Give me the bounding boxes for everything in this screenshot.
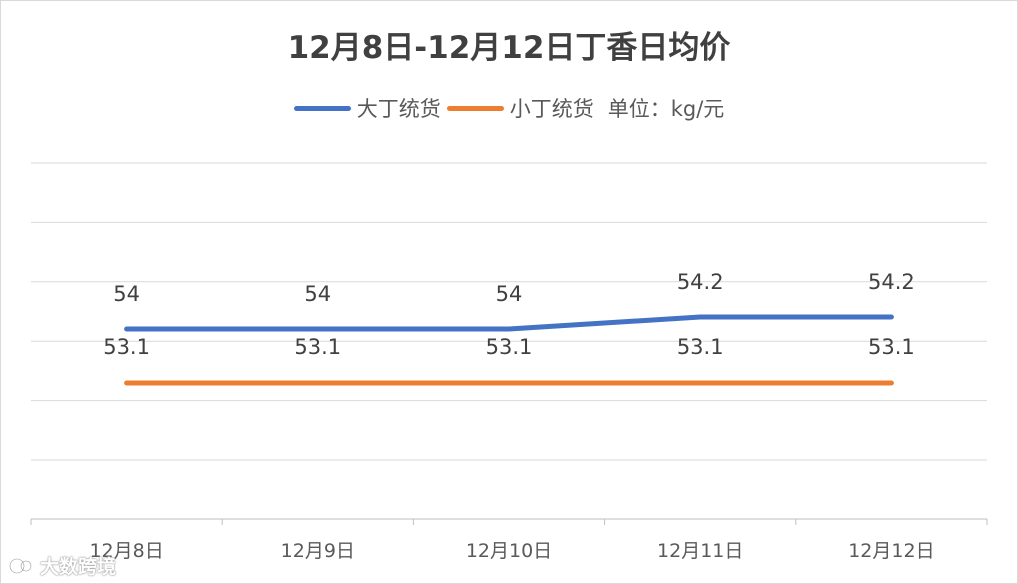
watermark-logo-icon xyxy=(8,557,33,574)
x-tick-label: 12月11日 xyxy=(657,540,743,562)
x-tick-label: 12月8日 xyxy=(89,540,163,562)
legend-swatch-series-1 xyxy=(293,105,351,111)
data-label-series-2: 53.1 xyxy=(677,335,724,359)
legend-swatch-series-2 xyxy=(446,105,504,111)
legend-item-series-1: 大丁统货 xyxy=(293,93,441,123)
data-label-series-2: 53.1 xyxy=(868,335,915,359)
x-tick-label: 12月10日 xyxy=(466,540,552,562)
data-label-series-1: 54.2 xyxy=(677,270,724,294)
legend-item-series-2: 小丁统货 xyxy=(446,93,594,123)
watermark: 大数跨境 xyxy=(8,552,116,579)
x-tick-label: 12月9日 xyxy=(281,540,355,562)
watermark-text: 大数跨境 xyxy=(40,556,117,578)
x-tick-label: 12月12日 xyxy=(848,540,934,562)
data-label-series-2: 53.1 xyxy=(294,335,341,359)
data-label-series-2: 53.1 xyxy=(486,335,533,359)
legend-label-series-2: 小丁统货 xyxy=(509,97,594,121)
data-label-series-2: 53.1 xyxy=(103,335,150,359)
series-line-1 xyxy=(124,314,894,332)
chart-legend: 大丁统货 小丁统货 单位：kg/元 xyxy=(0,93,1018,123)
data-label-series-1: 54 xyxy=(304,282,331,306)
data-label-series-1: 54 xyxy=(496,282,523,306)
data-label-series-1: 54 xyxy=(113,282,140,306)
legend-label-series-1: 大丁统货 xyxy=(356,97,441,121)
data-label-series-1: 54.2 xyxy=(868,270,915,294)
legend-unit-note: 单位：kg/元 xyxy=(607,97,725,121)
chart-title: 12月8日-12月12日丁香日均价 xyxy=(287,30,731,66)
